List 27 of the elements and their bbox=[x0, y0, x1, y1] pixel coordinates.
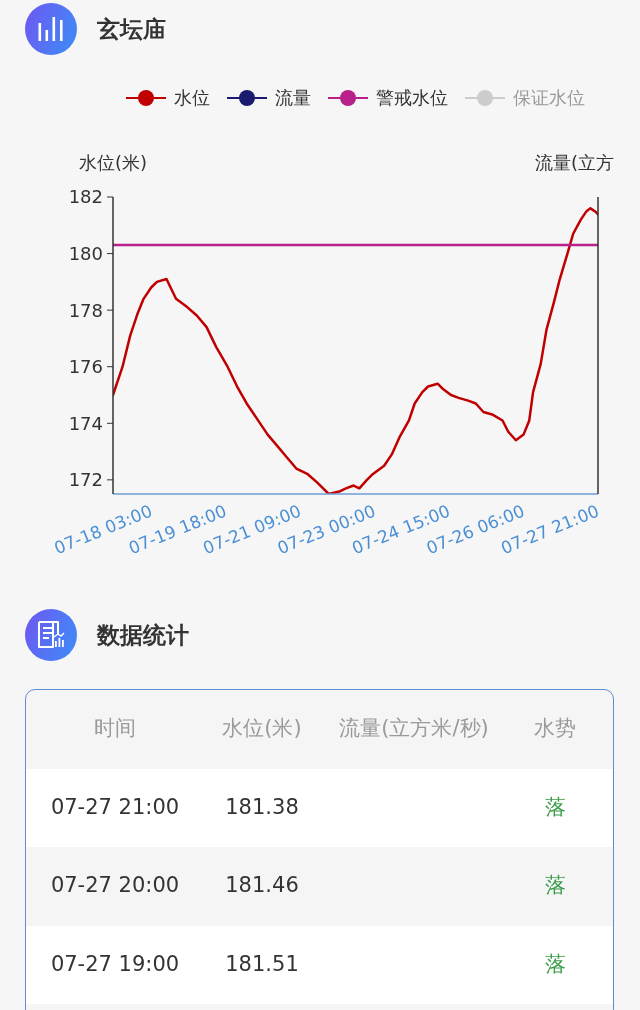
text: 181.46 bbox=[225, 873, 299, 898]
legend-label: 保证水位 bbox=[513, 87, 585, 108]
y-tick-label: 176 bbox=[68, 356, 103, 378]
text: 时间 bbox=[94, 716, 136, 741]
y-axis-title: 水位(米) bbox=[78, 152, 148, 174]
text: 07-27 20:00 bbox=[50, 873, 180, 898]
y-tick-label: 178 bbox=[68, 299, 103, 321]
text: 07-27 21:00 bbox=[50, 795, 180, 820]
legend-label: 警戒水位 bbox=[376, 87, 448, 108]
legend-label: 流量 bbox=[275, 87, 311, 108]
text: 数据统计 bbox=[97, 622, 189, 648]
y-tick-label: 182 bbox=[68, 186, 103, 208]
text: 落 bbox=[544, 795, 566, 820]
y2-axis-title: 流量(立方 bbox=[534, 152, 614, 174]
y-tick-label: 174 bbox=[68, 412, 103, 434]
text: 181.38 bbox=[225, 795, 299, 820]
y-tick-label: 180 bbox=[68, 242, 103, 264]
y-tick-label: 172 bbox=[68, 469, 103, 491]
text: 07-27 19:00 bbox=[50, 952, 180, 977]
text: 落 bbox=[544, 952, 566, 977]
chart-title: 玄坛庙 bbox=[97, 16, 166, 42]
text: 落 bbox=[544, 873, 566, 898]
text: 水位(米) bbox=[222, 716, 302, 741]
text: 181.51 bbox=[225, 952, 299, 977]
legend-label: 水位 bbox=[174, 87, 210, 108]
text: 水势 bbox=[534, 716, 576, 741]
text: 流量(立方米/秒) bbox=[339, 716, 489, 741]
